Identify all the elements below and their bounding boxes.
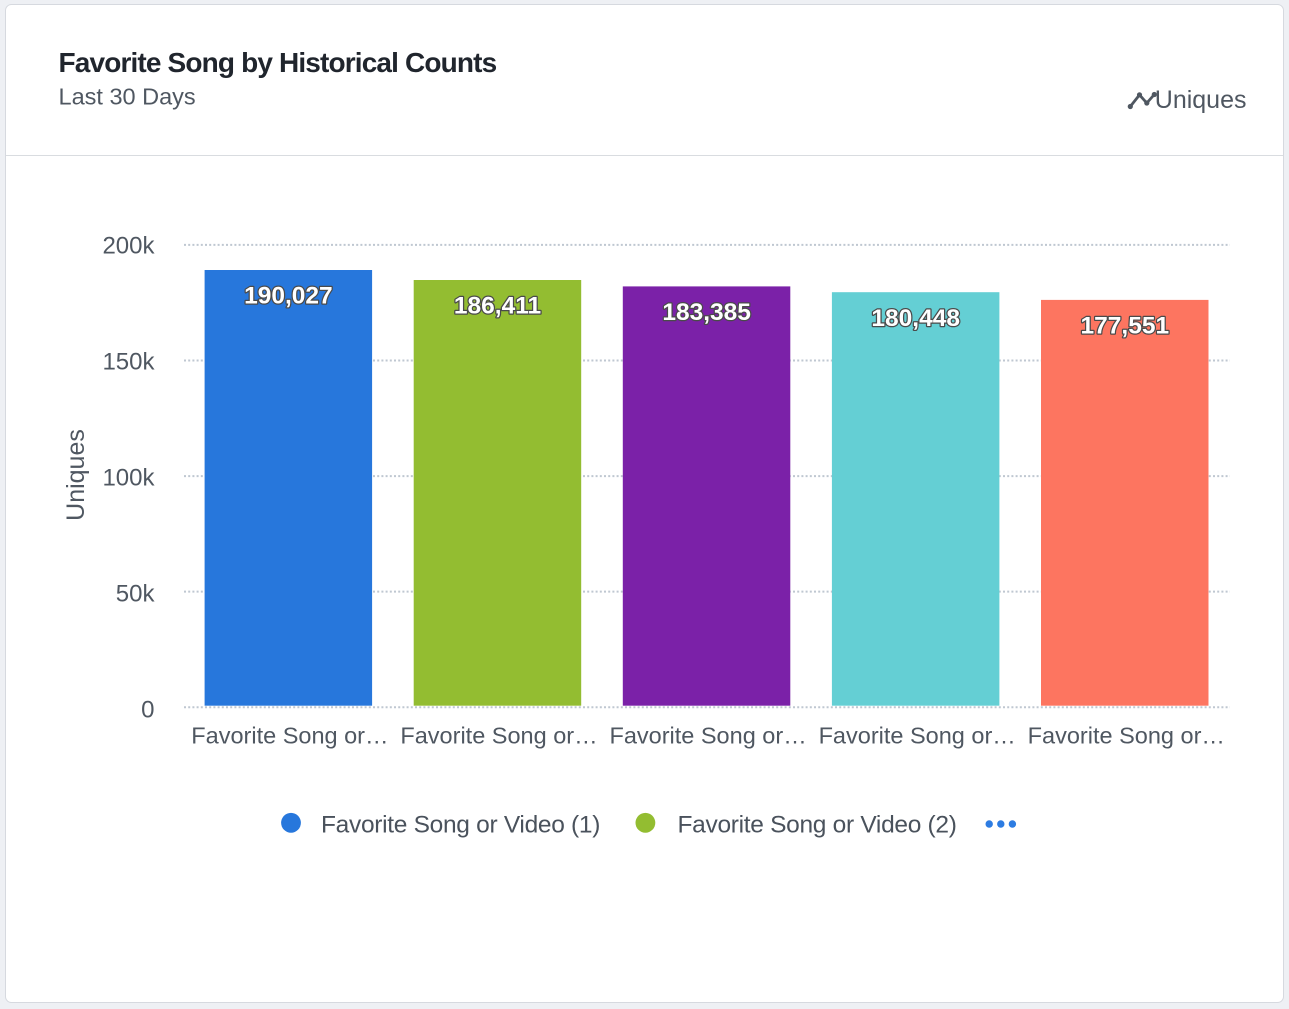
svg-text:Favorite Song or…: Favorite Song or… [1028, 723, 1225, 749]
svg-text:Favorite Song or Video (1): Favorite Song or Video (1) [321, 812, 600, 839]
svg-text:183,385: 183,385 [662, 299, 751, 326]
svg-text:186,411: 186,411 [454, 293, 541, 320]
svg-text:Favorite Song or…: Favorite Song or… [819, 723, 1016, 749]
svg-text:Last 30 Days: Last 30 Days [59, 84, 196, 110]
svg-text:Favorite Song or…: Favorite Song or… [191, 723, 388, 749]
svg-text:Favorite Song or…: Favorite Song or… [609, 723, 806, 749]
svg-text:Favorite Song or…: Favorite Song or… [400, 723, 597, 749]
svg-text:100k: 100k [102, 465, 155, 492]
svg-text:Favorite Song or Video (2): Favorite Song or Video (2) [678, 812, 957, 839]
svg-text:Favorite Song by Historical Co: Favorite Song by Historical Counts [59, 47, 497, 78]
svg-text:200k: 200k [102, 233, 155, 260]
svg-text:150k: 150k [102, 349, 155, 376]
svg-text:180,448: 180,448 [871, 305, 960, 332]
svg-text:Uniques: Uniques [1155, 86, 1247, 114]
svg-text:Uniques: Uniques [62, 429, 90, 521]
svg-text:50k: 50k [116, 580, 156, 607]
svg-text:177,551: 177,551 [1081, 313, 1170, 340]
svg-text:0: 0 [141, 696, 154, 723]
svg-text:190,027: 190,027 [244, 283, 333, 310]
